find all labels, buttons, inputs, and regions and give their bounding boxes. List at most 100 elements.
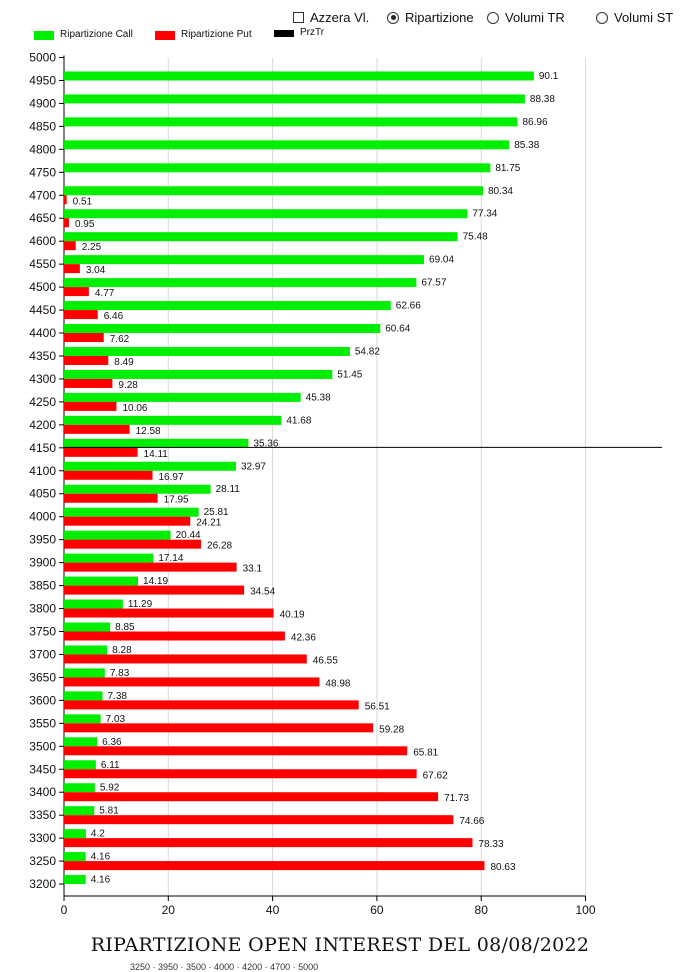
chart-title: RIPARTIZIONE OPEN INTEREST DEL 08/08/202… (90, 934, 590, 956)
y-tick-label: 4450 (29, 303, 56, 317)
call-value-label: 88.38 (530, 94, 555, 105)
ripartizione-radio[interactable] (387, 11, 399, 24)
put-bar (64, 287, 89, 297)
call-bar (64, 691, 103, 701)
put-value-label: 65.81 (413, 747, 438, 758)
call-bar (64, 714, 101, 724)
call-value-label: 5.92 (100, 783, 120, 794)
put-value-label: 59.28 (379, 724, 404, 735)
call-value-label: 28.11 (216, 484, 241, 495)
put-value-label: 0.51 (73, 196, 93, 207)
put-value-label: 7.62 (110, 334, 130, 345)
call-value-label: 14.19 (143, 576, 168, 587)
put-bar (64, 792, 439, 802)
volumi-tr-option[interactable]: Volumi TR (487, 10, 565, 25)
y-tick-label: 5000 (29, 51, 56, 65)
x-tick-label: 80 (475, 903, 489, 917)
call-value-label: 8.28 (112, 645, 132, 656)
put-value-label: 67.62 (423, 770, 448, 781)
call-bar (64, 346, 350, 356)
call-bar (64, 301, 391, 311)
y-tick-label: 4500 (29, 280, 56, 294)
put-value-label: 14.11 (144, 449, 169, 460)
put-bar (64, 493, 158, 503)
call-bar (64, 737, 98, 747)
call-value-label: 80.34 (488, 186, 513, 197)
volumi-tr-radio[interactable] (487, 11, 499, 24)
put-value-label: 71.73 (444, 793, 469, 804)
put-bar (64, 585, 245, 595)
legend-label-call: Ripartizione Call (60, 29, 133, 40)
call-bar (64, 530, 171, 540)
azzera-checkbox[interactable] (293, 12, 304, 23)
ripartizione-option[interactable]: Ripartizione (387, 10, 474, 25)
y-tick-label: 4050 (29, 487, 56, 501)
call-value-label: 54.82 (355, 346, 380, 357)
view-options: Azzera Vl. Ripartizione Volumi TR Volumi… (0, 10, 680, 32)
call-value-label: 41.68 (286, 415, 311, 426)
call-bar (64, 438, 249, 448)
call-value-label: 86.96 (522, 117, 547, 128)
ripartizione-label: Ripartizione (405, 10, 474, 25)
put-bar (64, 470, 153, 480)
y-tick-label: 3800 (29, 602, 56, 616)
put-value-label: 74.66 (459, 816, 484, 827)
y-tick-label: 3550 (29, 716, 56, 730)
call-bar (64, 622, 111, 632)
y-tick-label: 3200 (29, 877, 56, 891)
y-tick-label: 3500 (29, 739, 56, 753)
put-bar (64, 424, 130, 434)
call-bar (64, 507, 199, 517)
call-bar (64, 760, 96, 770)
y-tick-label: 4350 (29, 349, 56, 363)
y-tick-label: 4300 (29, 372, 56, 386)
y-tick-label: 3600 (29, 693, 56, 707)
put-bar (64, 608, 274, 618)
call-value-label: 4.16 (91, 875, 111, 886)
y-tick-label: 4400 (29, 326, 56, 340)
call-bar (64, 852, 86, 862)
y-tick-label: 4600 (29, 234, 56, 248)
put-bar (64, 264, 80, 274)
call-value-label: 25.81 (204, 507, 229, 518)
azzera-option[interactable]: Azzera Vl. (293, 10, 369, 25)
put-bar (64, 401, 117, 411)
put-bar (64, 838, 473, 848)
call-value-label: 62.66 (396, 301, 421, 312)
y-tick-label: 4800 (29, 142, 56, 156)
call-value-label: 67.57 (421, 278, 446, 289)
call-value-label: 32.97 (241, 461, 266, 472)
call-bar (64, 71, 534, 81)
put-bar (64, 539, 202, 549)
legend-item-put[interactable]: Ripartizione Put (155, 30, 252, 40)
y-tick-label: 3900 (29, 556, 56, 570)
put-bar (64, 333, 104, 343)
volumi-st-radio[interactable] (596, 11, 608, 24)
y-tick-label: 4650 (29, 211, 56, 225)
y-tick-label: 4900 (29, 96, 56, 110)
legend-item-call[interactable]: Ripartizione Call (34, 30, 133, 40)
call-value-label: 6.11 (101, 760, 120, 771)
call-bar (64, 186, 483, 196)
put-bar (64, 631, 285, 641)
y-tick-label: 4750 (29, 165, 56, 179)
call-value-label: 90.1 (539, 71, 559, 82)
put-value-label: 17.95 (164, 495, 189, 506)
call-bar (64, 599, 123, 609)
call-value-label: 7.83 (110, 668, 130, 679)
y-tick-label: 3650 (29, 670, 56, 684)
put-bar (64, 218, 69, 228)
azzera-label: Azzera Vl. (310, 10, 370, 25)
put-value-label: 42.36 (291, 633, 316, 644)
put-value-label: 6.46 (104, 311, 124, 322)
call-value-label: 60.64 (385, 324, 410, 335)
y-tick-label: 4100 (29, 464, 56, 478)
call-value-label: 85.38 (514, 140, 539, 151)
call-bar (64, 875, 86, 885)
volumi-st-option[interactable]: Volumi ST (596, 10, 673, 25)
legend-item-przTr[interactable]: PrzTr (274, 28, 324, 38)
put-bar (64, 195, 67, 205)
y-tick-label: 3850 (29, 579, 56, 593)
y-tick-label: 4150 (29, 441, 56, 455)
call-bar (64, 415, 282, 425)
